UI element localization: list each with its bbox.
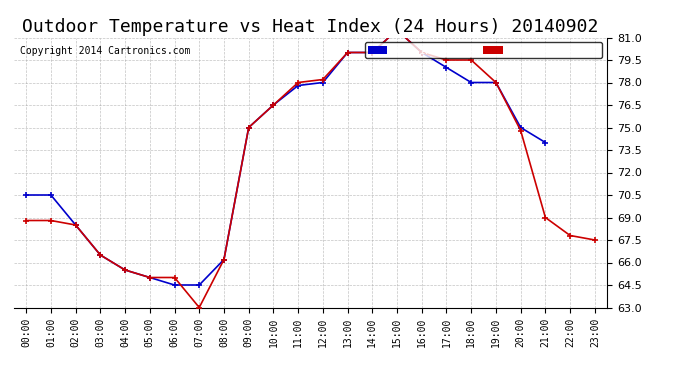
Title: Outdoor Temperature vs Heat Index (24 Hours) 20140902: Outdoor Temperature vs Heat Index (24 Ho…: [22, 18, 599, 36]
Text: Copyright 2014 Cartronics.com: Copyright 2014 Cartronics.com: [20, 46, 190, 56]
Legend: Heat Index (°F), Temperature (°F): Heat Index (°F), Temperature (°F): [365, 42, 602, 58]
